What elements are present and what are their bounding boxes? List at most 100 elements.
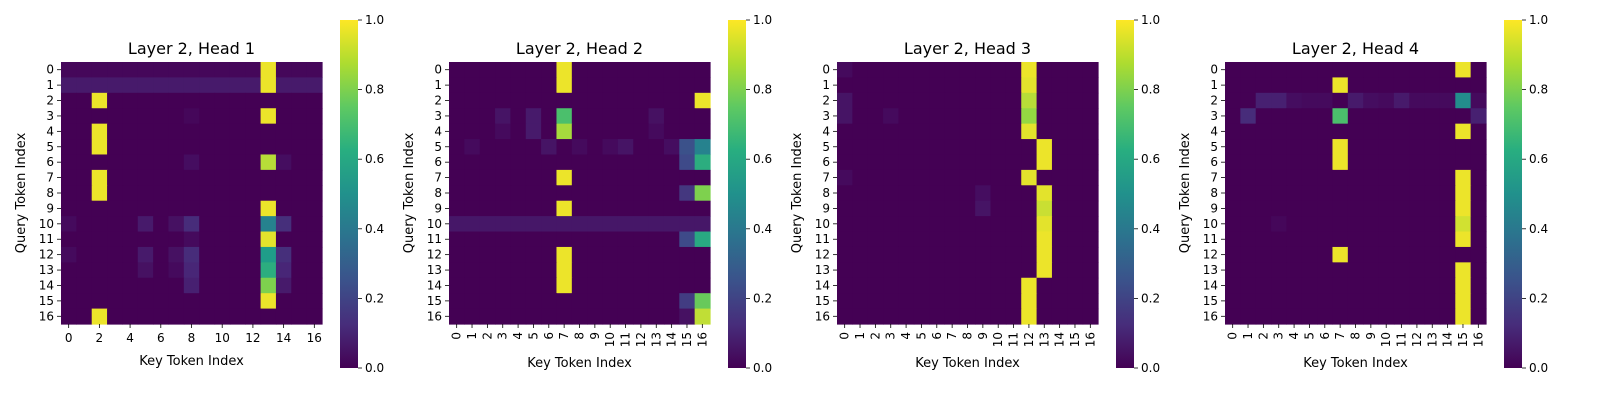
heatmap-cell (1363, 308, 1380, 325)
heatmap-cell (1271, 108, 1288, 125)
heatmap-cell (648, 185, 665, 202)
x-tick-label: 9 (976, 332, 990, 340)
heatmap-cell (1332, 92, 1349, 109)
heatmap-cell (153, 139, 170, 156)
heatmap-cell (245, 231, 262, 248)
heatmap-cell (464, 77, 481, 94)
heatmap-cell (617, 277, 634, 294)
heatmap-cell (1470, 92, 1487, 109)
heatmap-cell (1067, 77, 1084, 94)
heatmap-cell (479, 108, 496, 125)
heatmap-cell (1378, 277, 1395, 294)
heatmap-cell (837, 77, 853, 94)
heatmap-cell (694, 169, 711, 186)
heatmap-cell (1036, 139, 1053, 156)
heatmap-cell (679, 123, 696, 140)
heatmap-cell (1409, 92, 1426, 109)
heatmap-cell (1225, 231, 1241, 248)
heatmap-cell (1301, 216, 1318, 233)
heatmap-cell (510, 308, 527, 325)
heatmap-cell (153, 154, 170, 171)
heatmap-cell (1378, 246, 1395, 263)
heatmap-cell (1271, 185, 1288, 202)
heatmap-cell (1036, 169, 1053, 186)
heatmap-cell (1301, 77, 1318, 94)
heatmap-cell (1470, 139, 1487, 156)
heatmap-cell (1255, 108, 1272, 125)
heatmap-cell (679, 169, 696, 186)
heatmap-cell (1347, 108, 1364, 125)
heatmap-cell (107, 277, 124, 294)
heatmap-cell (449, 77, 465, 94)
heatmap-cell (1082, 154, 1099, 171)
x-tick-label: 2 (1256, 332, 1270, 340)
heatmap-cell (510, 169, 527, 186)
heatmap-cell (663, 216, 680, 233)
x-axis-label: Key Token Index (1303, 356, 1408, 371)
heatmap-cell (587, 246, 604, 263)
heatmap-cell (1347, 200, 1364, 217)
heatmap-cell (525, 62, 542, 79)
x-tick-label: 7 (557, 332, 571, 340)
heatmap-cell (1332, 246, 1349, 263)
heatmap-cell (571, 92, 588, 109)
heatmap-cell (913, 216, 930, 233)
heatmap-cell (1240, 139, 1257, 156)
heatmap-cell (959, 246, 976, 263)
heatmap-cell (260, 308, 277, 325)
heatmap-cell (199, 139, 216, 156)
heatmap-cell (602, 154, 619, 171)
heatmap-cell (1301, 200, 1318, 217)
heatmap-cell (867, 185, 884, 202)
heatmap-cell (587, 123, 604, 140)
heatmap-cell (1347, 139, 1364, 156)
heatmap-cell (679, 92, 696, 109)
heatmap-cell (1393, 216, 1410, 233)
heatmap-cell (663, 262, 680, 279)
heatmap-cell (1439, 139, 1456, 156)
x-tick-label: 16 (307, 331, 322, 345)
heatmap-cell (913, 262, 930, 279)
heatmap-cell (602, 139, 619, 156)
heatmap-cell (883, 123, 900, 140)
y-tick-label: 4 (822, 124, 830, 138)
heatmap-cell (633, 185, 650, 202)
heatmap-cell (1378, 77, 1395, 94)
heatmap-cell (291, 231, 308, 248)
x-tick-label: 1 (1241, 332, 1255, 340)
heatmap-cell (1255, 293, 1272, 310)
heatmap-cell (1378, 154, 1395, 171)
heatmap-cell (1225, 185, 1241, 202)
heatmap-cell (61, 200, 77, 217)
heatmap-cell (1240, 185, 1257, 202)
heatmap-cell (1005, 92, 1022, 109)
heatmap-cell (153, 108, 170, 125)
heatmap-cell (291, 62, 308, 79)
heatmap-cell (990, 231, 1007, 248)
heatmap-cell (1255, 123, 1272, 140)
heatmap-cell (1067, 185, 1084, 202)
y-axis-label: Query Token Index (14, 132, 29, 253)
heatmap-cell (571, 123, 588, 140)
colorbar (728, 20, 746, 368)
heatmap-cell (1005, 185, 1022, 202)
heatmap-cell (1439, 308, 1456, 325)
heatmap-cell (1393, 308, 1410, 325)
heatmap-cell (852, 108, 869, 125)
heatmap-cell (867, 231, 884, 248)
heatmap-cell (587, 185, 604, 202)
heatmap-cell (1317, 231, 1334, 248)
heatmap-cell (275, 139, 292, 156)
x-tick-label: 14 (665, 332, 679, 347)
heatmap-cell (510, 123, 527, 140)
y-tick-label: 11 (427, 232, 442, 246)
heatmap-cell (1021, 262, 1038, 279)
heatmap-cell (291, 277, 308, 294)
heatmap-cell (1021, 293, 1038, 310)
heatmap-cell (1317, 308, 1334, 325)
heatmap-cell (1005, 231, 1022, 248)
heatmap-cell (1317, 123, 1334, 140)
heatmap-cell (122, 77, 139, 94)
heatmap-cell (168, 62, 185, 79)
heatmap-cell (122, 262, 139, 279)
